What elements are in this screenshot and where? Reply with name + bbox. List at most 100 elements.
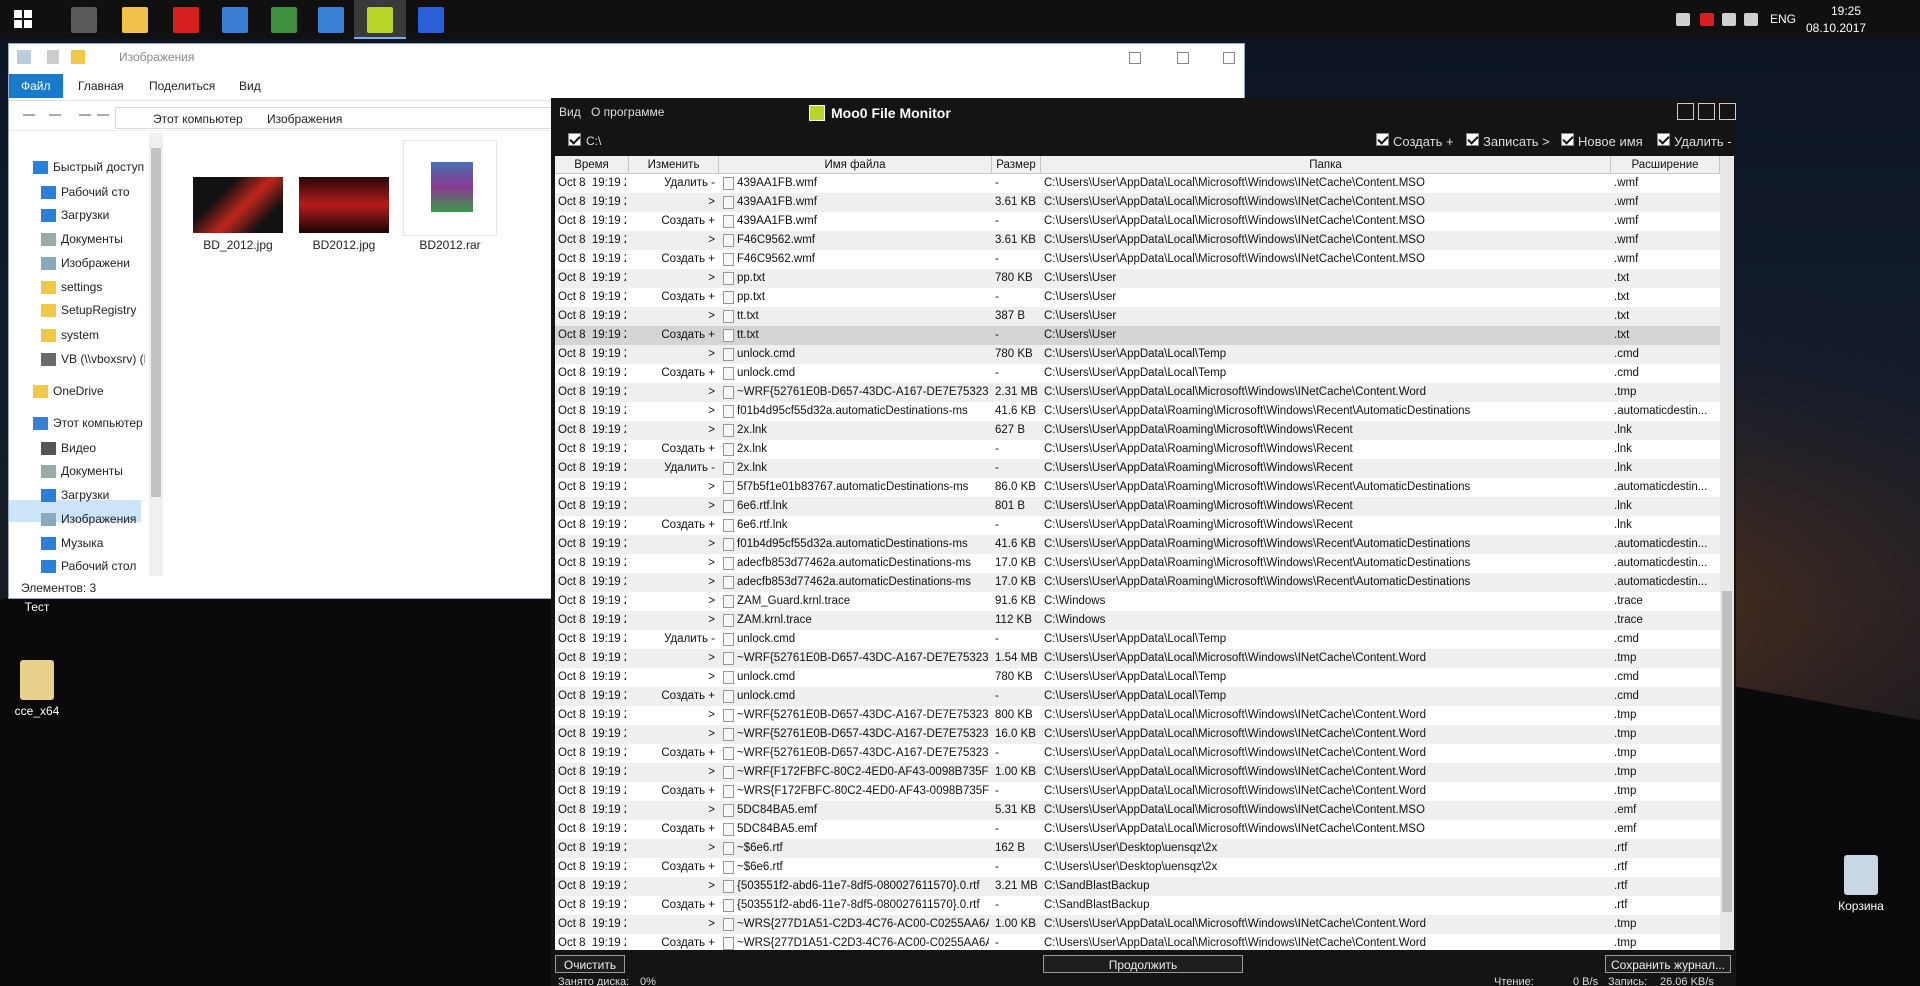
- log-row[interactable]: Oct 8 19:19 22 > adecfb853d77462a.automati…: [555, 573, 1720, 592]
- address-segment[interactable]: Этот компьютер: [153, 112, 243, 126]
- nav-item[interactable]: OneDrive: [53, 384, 104, 398]
- file-name[interactable]: BD_2012.jpg: [203, 238, 273, 252]
- column-header[interactable]: Время: [555, 156, 629, 174]
- ribbon-tab[interactable]: Вид: [239, 79, 261, 93]
- clock-date[interactable]: 08.10.2017: [1806, 21, 1867, 35]
- column-header[interactable]: Расширение: [1611, 156, 1720, 174]
- log-row[interactable]: Oct 8 19:19 21 > ~WRS{277D1A51-C2D3-4C76-A…: [555, 915, 1720, 934]
- nav-scrollbar[interactable]: [149, 133, 163, 576]
- action-button[interactable]: Сохранить журнал...: [1605, 955, 1731, 973]
- window-control[interactable]: [1223, 52, 1235, 64]
- file-thumbnail[interactable]: [431, 162, 473, 212]
- start-button[interactable]: [14, 10, 32, 28]
- log-row[interactable]: Oct 8 19:19 26 Создать + pp.txt - C:\Users\U…: [555, 288, 1720, 307]
- taskbar-app[interactable]: [222, 7, 248, 33]
- file-thumbnail[interactable]: [299, 177, 389, 233]
- clock-time[interactable]: 19:25: [1831, 4, 1862, 18]
- filter-label[interactable]: Новое имя: [1578, 134, 1643, 149]
- desktop-icon-label[interactable]: Корзина: [1838, 899, 1884, 913]
- window-control[interactable]: [1129, 52, 1141, 64]
- nav-item[interactable]: VB (\\vboxsrv) (E: [61, 352, 145, 366]
- log-row[interactable]: Oct 8 19:19 22 > f01b4d95cf55d32a.automati…: [555, 402, 1720, 421]
- ribbon-tab[interactable]: Файл: [21, 79, 51, 93]
- log-row[interactable]: Oct 8 19:19 21 > ~WRF{52761E0B-D657-43DC-A…: [555, 706, 1720, 725]
- log-row[interactable]: Oct 8 19:19 22 > f01b4d95cf55d32a.automati…: [555, 535, 1720, 554]
- log-row[interactable]: Oct 8 19:19 28 > F46C9562.wmf 3.61 KB C:\Use…: [555, 231, 1720, 250]
- nav-scroll-thumb[interactable]: [151, 148, 161, 497]
- log-row[interactable]: Oct 8 19:19 26 > pp.txt 780 KB C:\Users\User…: [555, 269, 1720, 288]
- nav-item[interactable]: settings: [61, 280, 103, 294]
- address-segment[interactable]: Изображения: [267, 112, 343, 126]
- ribbon-tab[interactable]: Главная: [78, 79, 124, 93]
- log-row[interactable]: Oct 8 19:19 21 >5DC84BA5.emf 5.31 KB C:\Use…: [555, 801, 1720, 820]
- log-row[interactable]: Oct 8 19:19 21 Создать + ~WRS{277D1A51-C2D…: [555, 934, 1720, 950]
- tray-icon[interactable]: [1744, 13, 1758, 26]
- log-row[interactable]: Oct 8 19:19 21 Создать + ~WRS{F172FBFC-80C…: [555, 782, 1720, 801]
- log-row[interactable]: Oct 8 19:19 21 > ~WRF{52761E0B-D657-43DC-A…: [555, 649, 1720, 668]
- desktop-icon-label[interactable]: Тест: [24, 600, 50, 614]
- log-row[interactable]: Oct 8 19:19 21 > ZAM_Guard.krnl.trace 91.6 …: [555, 592, 1720, 611]
- file-name[interactable]: BD2012.jpg: [312, 238, 376, 252]
- taskbar-app[interactable]: [71, 7, 97, 33]
- action-button[interactable]: Очистить: [555, 955, 625, 973]
- filter-checkbox[interactable]: [1561, 133, 1574, 146]
- log-row[interactable]: Oct 8 19:19 22 >6e6.rtf.lnk 801 B C:\Users\…: [555, 497, 1720, 516]
- log-row[interactable]: Oct 8 19:19 22 Создать + 6e6.rtf.lnk - C:\Us…: [555, 516, 1720, 535]
- tray-icon[interactable]: [1722, 13, 1736, 26]
- action-button[interactable]: Продолжить: [1043, 955, 1243, 973]
- taskbar-app[interactable]: [367, 7, 393, 33]
- log-row[interactable]: Oct 8 19:19 21 Удалить - unlock.cmd - C:\Use…: [555, 630, 1720, 649]
- filter-label[interactable]: Создать +: [1393, 134, 1454, 149]
- log-row[interactable]: Oct 8 19:19 21 Создать + {503551f2-abd6-11…: [555, 896, 1720, 915]
- nav-item[interactable]: Видео: [61, 441, 97, 455]
- log-row[interactable]: Oct 8 19:19 22 > adecfb853d77462a.automati…: [555, 554, 1720, 573]
- taskbar-app[interactable]: [122, 7, 148, 33]
- nav-item[interactable]: Загрузки: [61, 208, 110, 222]
- log-row[interactable]: Oct 8 19:19 26 > tt.txt 387 B C:\Users\User.…: [555, 307, 1720, 326]
- log-row[interactable]: Oct 8 19:19 21 Создать + ~$6e6.rtf - C:\User…: [555, 858, 1720, 877]
- menu-item[interactable]: О программе: [591, 105, 665, 119]
- log-row[interactable]: Oct 8 19:19 22 >2x.lnk 627 B C:\Users\User\…: [555, 421, 1720, 440]
- column-header[interactable]: Размер: [992, 156, 1041, 174]
- table-scrollbar[interactable]: [1720, 156, 1734, 950]
- nav-item[interactable]: Рабочий стол: [61, 559, 137, 573]
- log-row[interactable]: Oct 8 19:19 24 > ~WRF{52761E0B-D657-43DC-A…: [555, 383, 1720, 402]
- taskbar-app[interactable]: [173, 7, 199, 33]
- window-control[interactable]: [1698, 103, 1715, 120]
- log-row[interactable]: Oct 8 19:19 21 Создать + 5DC84BA5.emf - C:\U…: [555, 820, 1720, 839]
- filter-checkbox[interactable]: [1466, 133, 1479, 146]
- log-row[interactable]: Oct 8 19:19 21 > ~WRF{52761E0B-D657-43DC-A…: [555, 725, 1720, 744]
- drive-checkbox[interactable]: [568, 133, 581, 146]
- file-thumbnail[interactable]: [193, 177, 283, 233]
- nav-button[interactable]: [49, 114, 61, 124]
- nav-item[interactable]: Изображени: [61, 256, 130, 270]
- log-row[interactable]: Oct 8 19:19 21 Создать + ~WRF{52761E0B-D65…: [555, 744, 1720, 763]
- desktop-icon-label[interactable]: cce_x64: [14, 704, 60, 718]
- filter-checkbox[interactable]: [1376, 133, 1389, 146]
- nav-item[interactable]: SetupRegistry: [61, 303, 137, 317]
- table-scroll-thumb[interactable]: [1722, 591, 1732, 912]
- column-header[interactable]: Изменить: [629, 156, 719, 174]
- nav-button[interactable]: [97, 114, 109, 124]
- nav-item[interactable]: Документы: [61, 232, 123, 246]
- log-row[interactable]: Oct 8 19:19 21 Создать + unlock.cmd - C:\Use…: [555, 687, 1720, 706]
- log-row[interactable]: Oct 8 19:19 24 > unlock.cmd 780 KB C:\Users\…: [555, 345, 1720, 364]
- desktop-icon[interactable]: [1844, 855, 1878, 895]
- taskbar-app[interactable]: [418, 7, 444, 33]
- ribbon-tab[interactable]: Поделиться: [149, 79, 216, 93]
- log-row[interactable]: Oct 8 19:19 22 >5f7b5f1e01b83767.automati…: [555, 478, 1720, 497]
- nav-button[interactable]: [23, 114, 35, 124]
- nav-item[interactable]: system: [61, 328, 100, 342]
- column-header[interactable]: Папка: [1041, 156, 1611, 174]
- taskbar-app[interactable]: [318, 7, 344, 33]
- log-row[interactable]: Oct 8 19:19 24 Создать + unlock.cmd - C:\Use…: [555, 364, 1720, 383]
- file-tile[interactable]: [403, 140, 497, 236]
- language-indicator[interactable]: ENG: [1770, 12, 1797, 26]
- window-control[interactable]: [1677, 103, 1694, 120]
- log-row[interactable]: Oct 8 19:19 22 Удалить - 2x.lnk - C:\Users\U…: [555, 459, 1720, 478]
- log-row[interactable]: Oct 8 19:19 21 > ~WRF{F172FBFC-80C2-4ED0-A…: [555, 763, 1720, 782]
- nav-item[interactable]: Музыка: [61, 536, 104, 550]
- nav-item[interactable]: Изображения: [61, 512, 137, 526]
- log-row[interactable]: Oct 8 19:19 28 Создать + F46C9562.wmf - C:\U…: [555, 250, 1720, 269]
- nav-item[interactable]: Быстрый доступ: [53, 160, 145, 174]
